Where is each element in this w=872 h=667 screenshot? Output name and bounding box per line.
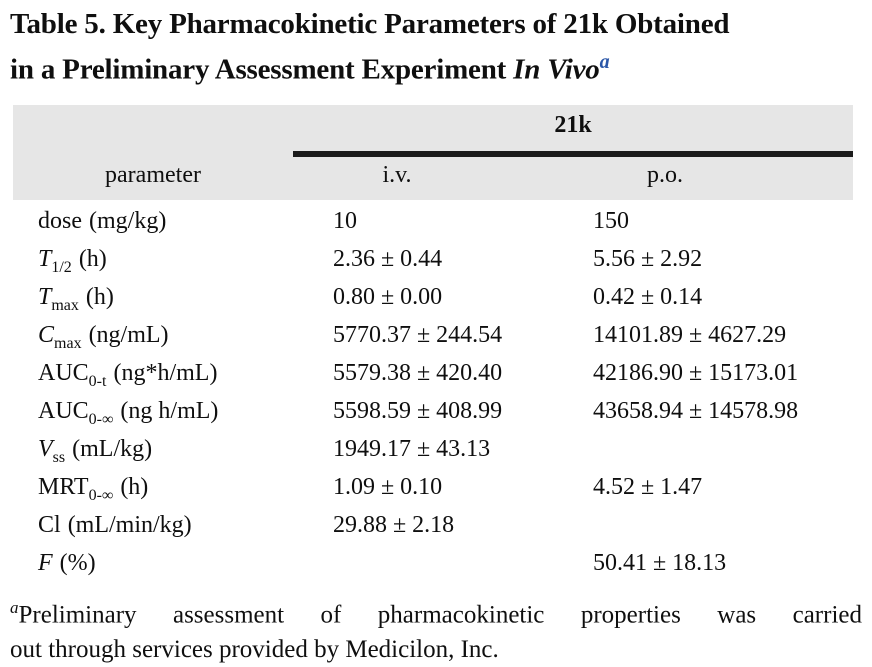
iv-value: 2.36 ± 0.44 — [333, 245, 443, 272]
column-header-iv: i.v. — [382, 162, 412, 188]
po-value: 50.41 ± 18.13 — [593, 549, 727, 576]
iv-value: 1949.17 ± 43.13 — [333, 435, 491, 462]
table-row-mrt-0-inf: MRT0-∞ (h) 1.09 ± 0.10 4.52 ± 1.47 — [13, 468, 853, 506]
table-title-line2: in a Preliminary Assessment Experiment I… — [10, 51, 610, 86]
table-row-v-ss: Vss (mL/kg) 1949.17 ± 43.13 — [13, 430, 853, 468]
param-label: T1/2 (h) — [38, 245, 107, 276]
column-header-parameter: parameter — [105, 162, 201, 188]
table-row-cl: Cl (mL/min/kg) 29.88 ± 2.18 — [13, 506, 853, 544]
table-row-t-half: T1/2 (h) 2.36 ± 0.44 5.56 ± 2.92 — [13, 240, 853, 278]
po-value: 0.42 ± 0.14 — [593, 283, 703, 310]
footnote-line2: out through services provided by Medicil… — [10, 636, 499, 664]
po-value: 150 — [593, 207, 629, 234]
table-body: dose (mg/kg) 10 150 T1/2 (h) 2.36 ± 0.44 5… — [13, 202, 853, 582]
footnote-line1: aPreliminary assessment of pharmacokinet… — [10, 598, 862, 629]
group-header-21k: 21k — [554, 112, 592, 138]
table-title-line1: Table 5. Key Pharmacokinetic Parameters … — [10, 8, 730, 40]
param-label: Cmax (ng/mL) — [38, 321, 169, 352]
po-value: 43658.94 ± 14578.98 — [593, 397, 799, 424]
param-label: Tmax (h) — [38, 283, 114, 314]
param-label: Cl (mL/min/kg) — [38, 511, 192, 538]
param-label: F (%) — [38, 549, 96, 576]
table-row-t-max: Tmax (h) 0.80 ± 0.00 0.42 ± 0.14 — [13, 278, 853, 316]
table-row-f: F (%) 50.41 ± 18.13 — [13, 544, 853, 582]
iv-value: 1.09 ± 0.10 — [333, 473, 443, 500]
iv-value: 5579.38 ± 420.40 — [333, 359, 503, 386]
column-header-po: p.o. — [647, 162, 683, 188]
po-value: 4.52 ± 1.47 — [593, 473, 703, 500]
title-footnote-marker: a — [599, 51, 610, 73]
table-row-c-max: Cmax (ng/mL) 5770.37 ± 244.54 14101.89 ± … — [13, 316, 853, 354]
title-italic-in-vivo: In Vivo — [513, 53, 600, 86]
param-label: dose (mg/kg) — [38, 207, 167, 234]
table-row-auc-0-t: AUC0-t (ng*h/mL) 5579.38 ± 420.40 42186.9… — [13, 354, 853, 392]
param-label: MRT0-∞ (h) — [38, 473, 149, 504]
group-header-rule — [293, 151, 853, 157]
iv-value: 29.88 ± 2.18 — [333, 511, 455, 538]
iv-value: 5598.59 ± 408.99 — [333, 397, 503, 424]
iv-value: 10 — [333, 207, 357, 234]
footnote-marker: a — [10, 598, 19, 617]
po-value: 14101.89 ± 4627.29 — [593, 321, 787, 348]
po-value: 5.56 ± 2.92 — [593, 245, 703, 272]
param-label: AUC0-t (ng*h/mL) — [38, 359, 218, 390]
table-row-auc-0-inf: AUC0-∞ (ng h/mL) 5598.59 ± 408.99 43658.9… — [13, 392, 853, 430]
table-header: 21k parameter i.v. p.o. — [13, 105, 853, 200]
table-footnote: aPreliminary assessment of pharmacokinet… — [10, 590, 862, 667]
iv-value: 0.80 ± 0.00 — [333, 283, 443, 310]
iv-value: 5770.37 ± 244.54 — [333, 321, 503, 348]
po-value: 42186.90 ± 15173.01 — [593, 359, 799, 386]
param-label: Vss (mL/kg) — [38, 435, 153, 466]
table-title: Table 5. Key Pharmacokinetic Parameters … — [10, 5, 866, 89]
table-row-dose: dose (mg/kg) 10 150 — [13, 202, 853, 240]
param-label: AUC0-∞ (ng h/mL) — [38, 397, 219, 428]
